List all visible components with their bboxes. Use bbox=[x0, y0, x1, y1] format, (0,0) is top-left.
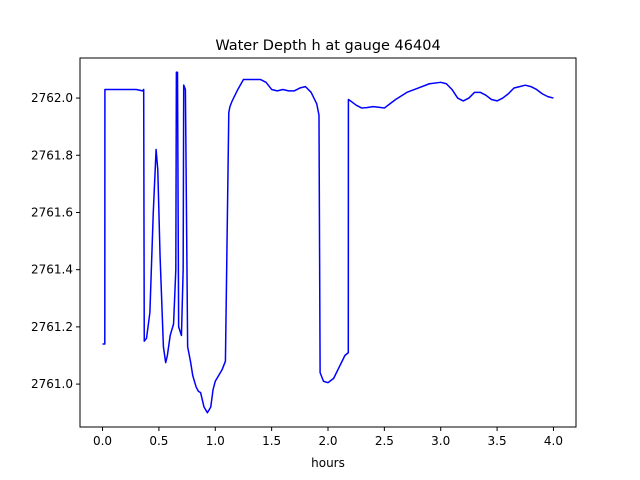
x-tick-label: 1.0 bbox=[206, 434, 225, 448]
y-tick-label: 2761.4 bbox=[31, 263, 73, 277]
y-tick-label: 2761.8 bbox=[31, 148, 73, 162]
x-tick-label: 4.0 bbox=[544, 434, 563, 448]
chart-title: Water Depth h at gauge 46404 bbox=[215, 38, 440, 54]
plot-area bbox=[102, 71, 554, 414]
x-axis-ticks: 0.0 0.5 1.0 1.5 2.0 2.5 3.0 3.5 4.0 bbox=[93, 427, 563, 448]
x-tick-label: 2.5 bbox=[375, 434, 394, 448]
x-tick-label: 0.5 bbox=[149, 434, 168, 448]
y-tick-label: 2761.2 bbox=[31, 320, 73, 334]
series-line-0 bbox=[102, 71, 554, 414]
x-tick-label: 3.5 bbox=[488, 434, 507, 448]
x-tick-label: 2.0 bbox=[318, 434, 337, 448]
x-tick-label: 3.0 bbox=[431, 434, 450, 448]
x-tick-label: 0.0 bbox=[93, 434, 112, 448]
axes-frame bbox=[79, 57, 577, 428]
y-tick-label: 2761.0 bbox=[31, 377, 73, 391]
x-axis-label: hours bbox=[311, 456, 345, 470]
x-tick-label: 1.5 bbox=[262, 434, 281, 448]
y-tick-label: 2761.6 bbox=[31, 205, 73, 219]
y-axis-ticks: 2761.0 2761.2 2761.4 2761.6 2761.8 2762.0 bbox=[31, 91, 80, 391]
y-tick-label: 2762.0 bbox=[31, 91, 73, 105]
